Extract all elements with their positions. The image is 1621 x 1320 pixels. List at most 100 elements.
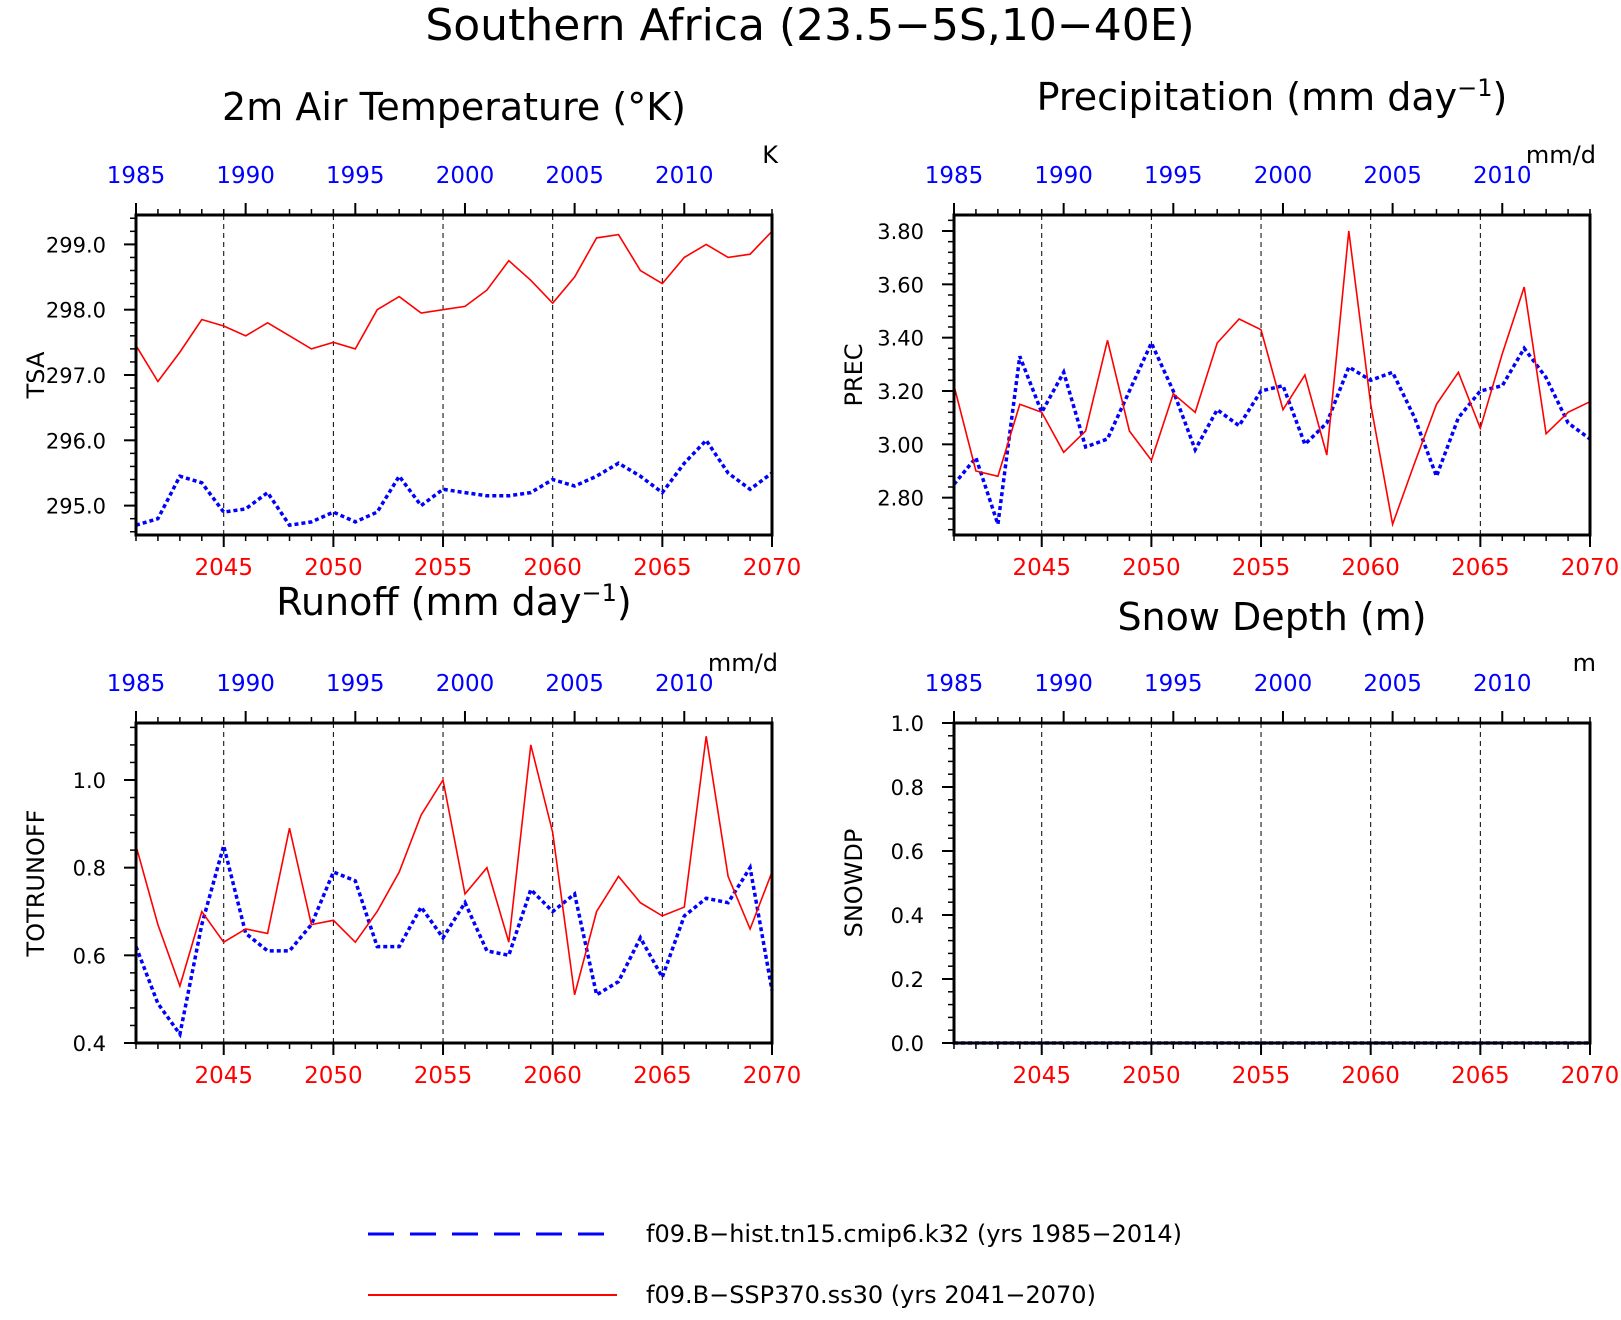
bottom-tick-label: 2045 bbox=[1012, 1063, 1071, 1089]
bottom-tick-label: 2070 bbox=[743, 555, 802, 581]
panel-1: 2m Air Temperature (°K) K TSA 2045 2050 2055 2… bbox=[22, 85, 801, 581]
y-tick-label: 0.6 bbox=[891, 840, 924, 864]
top-tick-label: 1985 bbox=[107, 163, 166, 189]
legend-item-ssp: f09.B−SSP370.ss30 (yrs 2041−2070) bbox=[368, 1281, 1096, 1309]
plot-frame bbox=[952, 721, 1592, 1045]
y-axis-label: SNOWDP bbox=[840, 829, 868, 938]
y-tick-label: 3.00 bbox=[877, 433, 924, 457]
units-label: mm/d bbox=[708, 649, 778, 677]
bottom-tick-label: 2065 bbox=[1451, 555, 1510, 581]
y-tick-label: 3.20 bbox=[877, 380, 924, 404]
bottom-tick-label: 2065 bbox=[633, 555, 692, 581]
series-line-hist bbox=[134, 838, 774, 1039]
top-tick-label: 1990 bbox=[1034, 671, 1093, 697]
bottom-tick-label: 2065 bbox=[633, 1063, 692, 1089]
top-tick-label: 2000 bbox=[436, 671, 495, 697]
y-axis-label: PREC bbox=[840, 343, 868, 406]
panel-3: Runoff (mm day−1) mm/d TOTRUNOFF 2045 2050 20… bbox=[22, 579, 801, 1089]
y-tick-label: 1.0 bbox=[73, 769, 106, 793]
y-tick-label: 0.8 bbox=[891, 776, 924, 800]
series-line-ssp bbox=[135, 230, 773, 383]
units-label: m bbox=[1573, 649, 1596, 677]
top-tick-label: 2005 bbox=[1363, 671, 1422, 697]
bottom-tick-label: 2055 bbox=[1232, 1063, 1291, 1089]
top-tick-label: 1995 bbox=[326, 671, 385, 697]
bottom-tick-label: 2050 bbox=[304, 1063, 363, 1089]
panel-title: Runoff (mm day−1) bbox=[276, 579, 631, 624]
top-tick-label: 2010 bbox=[655, 671, 714, 697]
top-tick-label: 2000 bbox=[1254, 671, 1313, 697]
bottom-tick-label: 2045 bbox=[194, 1063, 253, 1089]
plot-frame bbox=[134, 721, 774, 1045]
panel-4: Snow Depth (m) m SNOWDP 2045 2050 2055 2060 206… bbox=[840, 595, 1619, 1089]
y-axis-label: TOTRUNOFF bbox=[22, 810, 50, 958]
bottom-tick-label: 2055 bbox=[414, 1063, 473, 1089]
top-tick-label: 1990 bbox=[1034, 163, 1093, 189]
y-tick-label: 3.80 bbox=[877, 220, 924, 244]
top-tick-label: 2005 bbox=[1363, 163, 1422, 189]
y-tick-label: 299.0 bbox=[46, 233, 106, 257]
y-tick-label: 3.60 bbox=[877, 273, 924, 297]
bottom-tick-label: 2060 bbox=[1341, 555, 1400, 581]
legend-label-ssp: f09.B−SSP370.ss30 (yrs 2041−2070) bbox=[646, 1281, 1096, 1309]
top-tick-label: 1985 bbox=[107, 671, 166, 697]
panel-title: 2m Air Temperature (°K) bbox=[222, 85, 686, 129]
y-tick-label: 297.0 bbox=[46, 364, 106, 388]
y-tick-label: 0.8 bbox=[73, 857, 106, 881]
top-tick-label: 1985 bbox=[925, 163, 984, 189]
figure-title: Southern Africa (23.5−5S,10−40E) bbox=[425, 0, 1194, 51]
top-tick-label: 2010 bbox=[655, 163, 714, 189]
top-tick-label: 1995 bbox=[326, 163, 385, 189]
top-tick-label: 2005 bbox=[545, 163, 604, 189]
y-tick-label: 1.0 bbox=[891, 712, 924, 736]
legend-label-hist: f09.B−hist.tn15.cmip6.k32 (yrs 1985−2014… bbox=[646, 1220, 1182, 1248]
bottom-tick-label: 2060 bbox=[1341, 1063, 1400, 1089]
top-tick-label: 2000 bbox=[1254, 163, 1313, 189]
top-tick-label: 1995 bbox=[1144, 671, 1203, 697]
panel-title: Snow Depth (m) bbox=[1117, 595, 1426, 639]
legend-item-hist: f09.B−hist.tn15.cmip6.k32 (yrs 1985−2014… bbox=[368, 1220, 1182, 1248]
series-line-hist bbox=[952, 338, 1592, 525]
plot-frame bbox=[952, 213, 1592, 537]
panels: 2m Air Temperature (°K) K TSA 2045 2050 2055 2… bbox=[22, 74, 1619, 1089]
bottom-tick-label: 2050 bbox=[304, 555, 363, 581]
top-tick-label: 2000 bbox=[436, 163, 495, 189]
y-tick-label: 298.0 bbox=[46, 299, 106, 323]
bottom-tick-label: 2055 bbox=[414, 555, 473, 581]
bottom-tick-label: 2055 bbox=[1232, 555, 1291, 581]
units-label: mm/d bbox=[1526, 141, 1596, 169]
series-line-ssp bbox=[953, 230, 1591, 528]
y-tick-label: 0.4 bbox=[73, 1032, 106, 1056]
top-tick-label: 1995 bbox=[1144, 163, 1203, 189]
bottom-tick-label: 2045 bbox=[1012, 555, 1071, 581]
top-tick-label: 2010 bbox=[1473, 163, 1532, 189]
y-tick-label: 0.2 bbox=[891, 968, 924, 992]
bottom-tick-label: 2065 bbox=[1451, 1063, 1510, 1089]
y-tick-label: 296.0 bbox=[46, 429, 106, 453]
y-tick-label: 0.4 bbox=[891, 904, 924, 928]
units-label: K bbox=[762, 141, 779, 169]
bottom-tick-label: 2060 bbox=[523, 1063, 582, 1089]
bottom-tick-label: 2050 bbox=[1122, 1063, 1181, 1089]
plot-frame bbox=[134, 213, 774, 537]
y-axis-label: TSA bbox=[22, 351, 50, 399]
y-tick-label: 295.0 bbox=[46, 495, 106, 519]
bottom-tick-label: 2050 bbox=[1122, 555, 1181, 581]
top-tick-label: 1990 bbox=[216, 163, 275, 189]
top-tick-label: 2005 bbox=[545, 671, 604, 697]
bottom-tick-label: 2070 bbox=[1561, 555, 1620, 581]
panel-2: Precipitation (mm day−1) mm/d PREC 2045 2050… bbox=[840, 74, 1619, 581]
bottom-tick-label: 2070 bbox=[743, 1063, 802, 1089]
top-tick-label: 1985 bbox=[925, 671, 984, 697]
panel-title: Precipitation (mm day−1) bbox=[1037, 74, 1508, 119]
top-tick-label: 2010 bbox=[1473, 671, 1532, 697]
y-tick-label: 0.0 bbox=[891, 1032, 924, 1056]
legend: f09.B−hist.tn15.cmip6.k32 (yrs 1985−2014… bbox=[368, 1220, 1182, 1309]
top-tick-label: 1990 bbox=[216, 671, 275, 697]
series-line-ssp bbox=[135, 736, 773, 996]
y-tick-label: 0.6 bbox=[73, 944, 106, 968]
series-line-hist bbox=[135, 437, 774, 528]
bottom-tick-label: 2070 bbox=[1561, 1063, 1620, 1089]
y-tick-label: 2.80 bbox=[877, 487, 924, 511]
